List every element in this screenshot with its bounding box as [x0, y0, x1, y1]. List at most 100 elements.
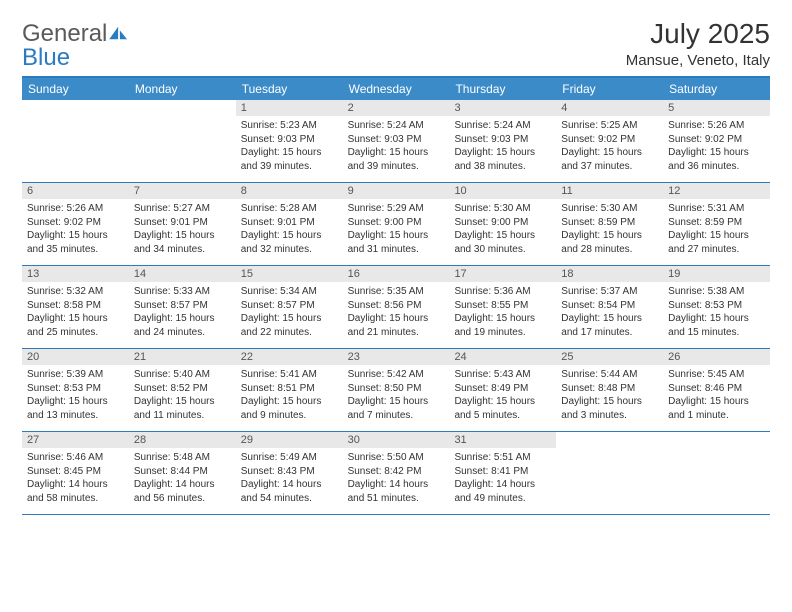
sunset-text: Sunset: 8:44 PM — [134, 465, 231, 479]
day-cell: 18Sunrise: 5:37 AMSunset: 8:54 PMDayligh… — [556, 266, 663, 348]
sunset-text: Sunset: 9:02 PM — [561, 133, 658, 147]
daylight-text: Daylight: 15 hours and 39 minutes. — [348, 146, 445, 173]
day-body: Sunrise: 5:32 AMSunset: 8:58 PMDaylight:… — [22, 282, 129, 344]
day-cell: 10Sunrise: 5:30 AMSunset: 9:00 PMDayligh… — [449, 183, 556, 265]
sunrise-text: Sunrise: 5:35 AM — [348, 285, 445, 299]
day-body: Sunrise: 5:42 AMSunset: 8:50 PMDaylight:… — [343, 365, 450, 427]
day-number: 3 — [449, 100, 556, 116]
day-number: 23 — [343, 349, 450, 365]
day-header-thu: Thursday — [449, 78, 556, 100]
day-body: Sunrise: 5:40 AMSunset: 8:52 PMDaylight:… — [129, 365, 236, 427]
daylight-text: Daylight: 15 hours and 21 minutes. — [348, 312, 445, 339]
daylight-text: Daylight: 15 hours and 15 minutes. — [668, 312, 765, 339]
sunrise-text: Sunrise: 5:34 AM — [241, 285, 338, 299]
sunrise-text: Sunrise: 5:48 AM — [134, 451, 231, 465]
daylight-text: Daylight: 15 hours and 17 minutes. — [561, 312, 658, 339]
sunset-text: Sunset: 9:03 PM — [241, 133, 338, 147]
day-body: Sunrise: 5:31 AMSunset: 8:59 PMDaylight:… — [663, 199, 770, 261]
daylight-text: Daylight: 15 hours and 38 minutes. — [454, 146, 551, 173]
day-number: 20 — [22, 349, 129, 365]
sunset-text: Sunset: 8:51 PM — [241, 382, 338, 396]
day-header-fri: Friday — [556, 78, 663, 100]
sunrise-text: Sunrise: 5:36 AM — [454, 285, 551, 299]
day-body: Sunrise: 5:30 AMSunset: 8:59 PMDaylight:… — [556, 199, 663, 261]
sunrise-text: Sunrise: 5:46 AM — [27, 451, 124, 465]
sunset-text: Sunset: 8:50 PM — [348, 382, 445, 396]
day-body: Sunrise: 5:43 AMSunset: 8:49 PMDaylight:… — [449, 365, 556, 427]
sunset-text: Sunset: 8:46 PM — [668, 382, 765, 396]
day-number: 29 — [236, 432, 343, 448]
sunset-text: Sunset: 8:42 PM — [348, 465, 445, 479]
daylight-text: Daylight: 15 hours and 27 minutes. — [668, 229, 765, 256]
sunrise-text: Sunrise: 5:23 AM — [241, 119, 338, 133]
week-row: 27Sunrise: 5:46 AMSunset: 8:45 PMDayligh… — [22, 432, 770, 515]
day-header-sat: Saturday — [663, 78, 770, 100]
sunset-text: Sunset: 9:01 PM — [241, 216, 338, 230]
day-body: Sunrise: 5:46 AMSunset: 8:45 PMDaylight:… — [22, 448, 129, 510]
daylight-text: Daylight: 14 hours and 51 minutes. — [348, 478, 445, 505]
sunrise-text: Sunrise: 5:28 AM — [241, 202, 338, 216]
sunrise-text: Sunrise: 5:51 AM — [454, 451, 551, 465]
day-cell: 12Sunrise: 5:31 AMSunset: 8:59 PMDayligh… — [663, 183, 770, 265]
sunset-text: Sunset: 8:56 PM — [348, 299, 445, 313]
week-row: 1Sunrise: 5:23 AMSunset: 9:03 PMDaylight… — [22, 100, 770, 183]
daylight-text: Daylight: 15 hours and 1 minute. — [668, 395, 765, 422]
day-number: 21 — [129, 349, 236, 365]
day-body: Sunrise: 5:44 AMSunset: 8:48 PMDaylight:… — [556, 365, 663, 427]
daylight-text: Daylight: 15 hours and 7 minutes. — [348, 395, 445, 422]
sunset-text: Sunset: 8:49 PM — [454, 382, 551, 396]
day-number: 1 — [236, 100, 343, 116]
month-title: July 2025 — [626, 18, 770, 50]
day-number: 12 — [663, 183, 770, 199]
sunset-text: Sunset: 8:53 PM — [668, 299, 765, 313]
calendar: Sunday Monday Tuesday Wednesday Thursday… — [22, 76, 770, 515]
sunset-text: Sunset: 8:57 PM — [134, 299, 231, 313]
day-cell: 16Sunrise: 5:35 AMSunset: 8:56 PMDayligh… — [343, 266, 450, 348]
day-cell: 7Sunrise: 5:27 AMSunset: 9:01 PMDaylight… — [129, 183, 236, 265]
day-number: 15 — [236, 266, 343, 282]
sunset-text: Sunset: 9:02 PM — [668, 133, 765, 147]
daylight-text: Daylight: 15 hours and 39 minutes. — [241, 146, 338, 173]
day-cell: 8Sunrise: 5:28 AMSunset: 9:01 PMDaylight… — [236, 183, 343, 265]
daylight-text: Daylight: 15 hours and 5 minutes. — [454, 395, 551, 422]
day-cell: 13Sunrise: 5:32 AMSunset: 8:58 PMDayligh… — [22, 266, 129, 348]
day-number: 17 — [449, 266, 556, 282]
daylight-text: Daylight: 15 hours and 36 minutes. — [668, 146, 765, 173]
sunset-text: Sunset: 9:00 PM — [348, 216, 445, 230]
sunrise-text: Sunrise: 5:44 AM — [561, 368, 658, 382]
day-number: 8 — [236, 183, 343, 199]
day-cell: 11Sunrise: 5:30 AMSunset: 8:59 PMDayligh… — [556, 183, 663, 265]
day-cell: 2Sunrise: 5:24 AMSunset: 9:03 PMDaylight… — [343, 100, 450, 182]
day-number: 19 — [663, 266, 770, 282]
day-body: Sunrise: 5:27 AMSunset: 9:01 PMDaylight:… — [129, 199, 236, 261]
sunrise-text: Sunrise: 5:30 AM — [561, 202, 658, 216]
day-header-mon: Monday — [129, 78, 236, 100]
sunrise-text: Sunrise: 5:42 AM — [348, 368, 445, 382]
sunrise-text: Sunrise: 5:38 AM — [668, 285, 765, 299]
day-body: Sunrise: 5:35 AMSunset: 8:56 PMDaylight:… — [343, 282, 450, 344]
logo-text-1: General — [22, 20, 107, 47]
sunset-text: Sunset: 8:58 PM — [27, 299, 124, 313]
day-number — [556, 432, 663, 448]
week-row: 13Sunrise: 5:32 AMSunset: 8:58 PMDayligh… — [22, 266, 770, 349]
daylight-text: Daylight: 15 hours and 3 minutes. — [561, 395, 658, 422]
day-cell: 23Sunrise: 5:42 AMSunset: 8:50 PMDayligh… — [343, 349, 450, 431]
sunrise-text: Sunrise: 5:24 AM — [454, 119, 551, 133]
daylight-text: Daylight: 15 hours and 34 minutes. — [134, 229, 231, 256]
week-row: 6Sunrise: 5:26 AMSunset: 9:02 PMDaylight… — [22, 183, 770, 266]
day-cell: 26Sunrise: 5:45 AMSunset: 8:46 PMDayligh… — [663, 349, 770, 431]
day-body: Sunrise: 5:26 AMSunset: 9:02 PMDaylight:… — [22, 199, 129, 261]
day-body: Sunrise: 5:39 AMSunset: 8:53 PMDaylight:… — [22, 365, 129, 427]
day-number: 24 — [449, 349, 556, 365]
sunset-text: Sunset: 8:53 PM — [27, 382, 124, 396]
day-body: Sunrise: 5:36 AMSunset: 8:55 PMDaylight:… — [449, 282, 556, 344]
daylight-text: Daylight: 14 hours and 49 minutes. — [454, 478, 551, 505]
day-cell: 31Sunrise: 5:51 AMSunset: 8:41 PMDayligh… — [449, 432, 556, 514]
sunset-text: Sunset: 8:41 PM — [454, 465, 551, 479]
day-number: 26 — [663, 349, 770, 365]
calendar-body: 1Sunrise: 5:23 AMSunset: 9:03 PMDaylight… — [22, 100, 770, 515]
daylight-text: Daylight: 15 hours and 30 minutes. — [454, 229, 551, 256]
day-number: 27 — [22, 432, 129, 448]
sunset-text: Sunset: 8:48 PM — [561, 382, 658, 396]
day-cell: 5Sunrise: 5:26 AMSunset: 9:02 PMDaylight… — [663, 100, 770, 182]
